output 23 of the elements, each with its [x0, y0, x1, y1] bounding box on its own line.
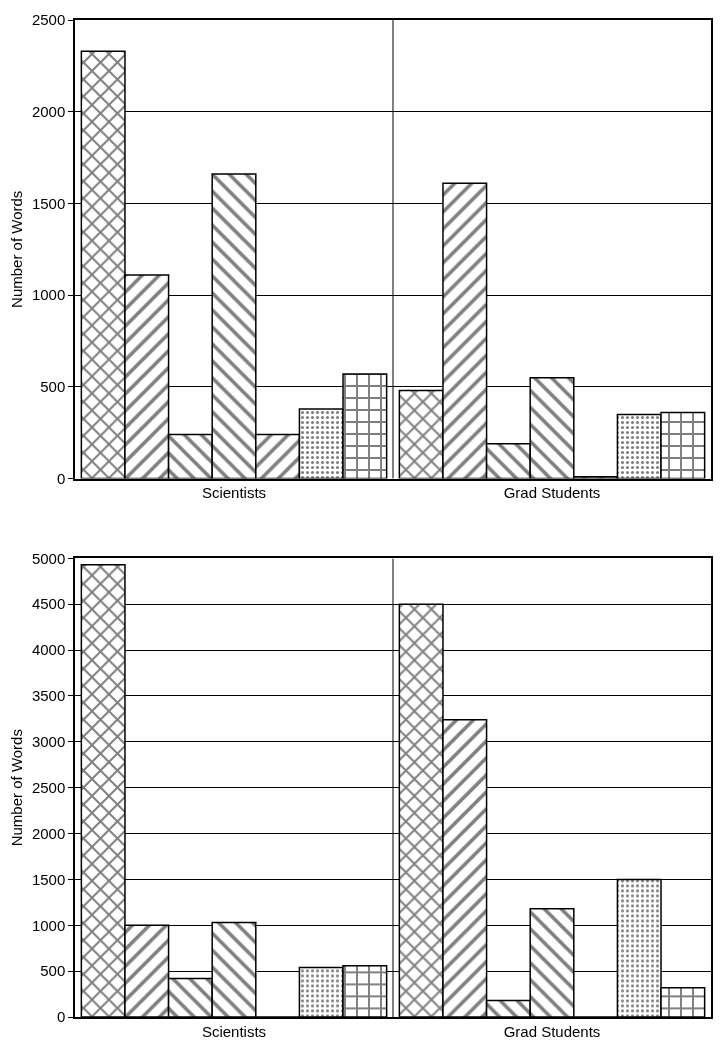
x-tick-label: Scientists — [201, 484, 267, 502]
y-tick-label: 1500 — [31, 870, 66, 888]
x-tick-label: Grad Students — [503, 1022, 601, 1040]
y-tick-label: 3500 — [31, 687, 66, 705]
x-tick-label: Scientists — [201, 1022, 267, 1040]
y-tick-label: 2000 — [31, 824, 66, 842]
y-tick-label: 1500 — [31, 194, 66, 212]
y-tick-label: 5000 — [31, 549, 66, 567]
y-tick-label: 2500 — [31, 778, 66, 796]
y-tick-label: 0 — [56, 1008, 66, 1026]
y-tick-label: 500 — [40, 378, 66, 396]
y-tick-label: 500 — [40, 962, 66, 980]
y-tick-label: 2500 — [31, 11, 66, 29]
y-tick-label: 3000 — [31, 733, 66, 751]
y-tick-label: 4500 — [31, 595, 66, 613]
y-tick-label: 1000 — [31, 286, 66, 304]
y-axis-title: Number of Words — [7, 190, 25, 308]
x-tick-label: Grad Students — [503, 484, 601, 502]
y-tick-label: 4000 — [31, 641, 66, 659]
y-tick-label: 0 — [56, 469, 66, 487]
y-tick-label: 1000 — [31, 916, 66, 934]
y-tick-label: 2000 — [31, 102, 66, 120]
y-axis-title: Number of Words — [7, 729, 25, 847]
